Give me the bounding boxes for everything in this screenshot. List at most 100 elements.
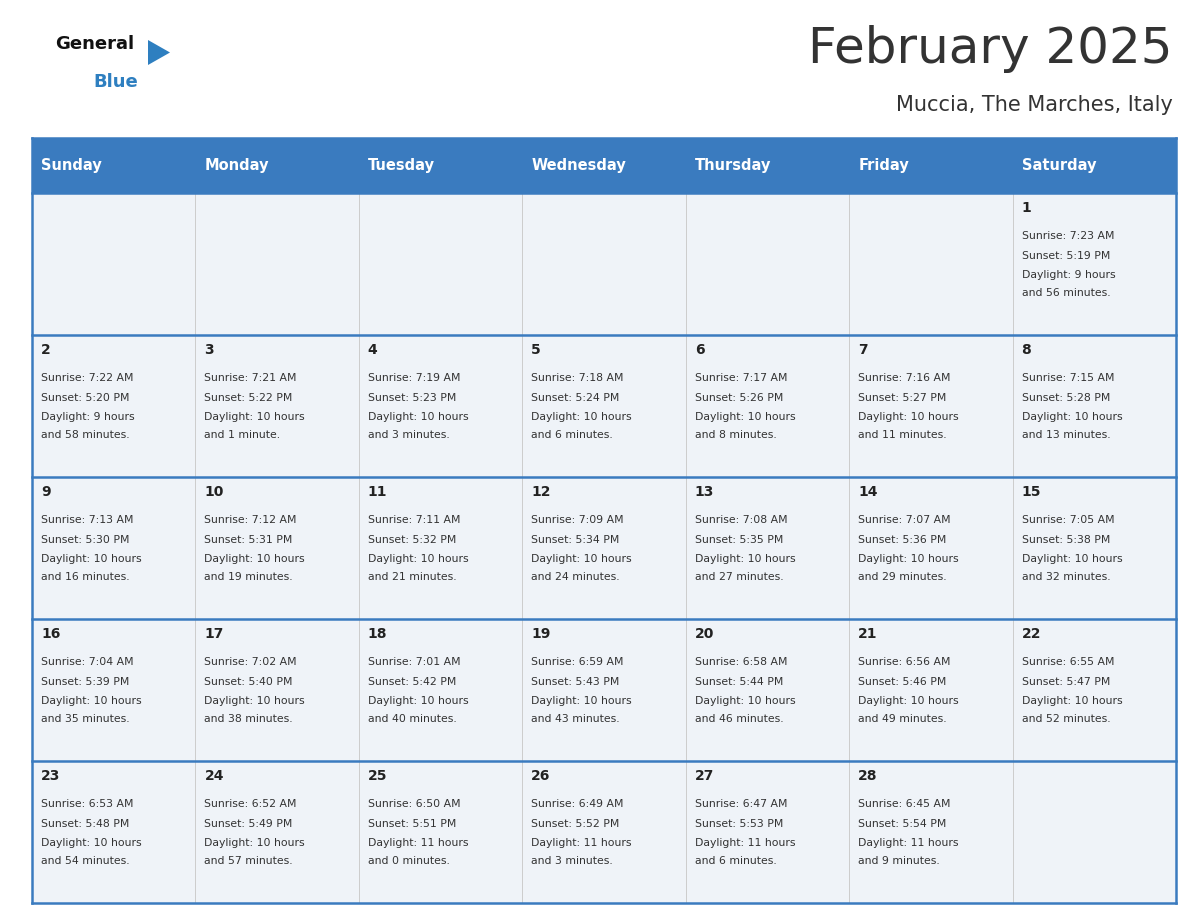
Text: Sunrise: 7:23 AM: Sunrise: 7:23 AM: [1022, 231, 1114, 241]
Text: Daylight: 10 hours: Daylight: 10 hours: [858, 554, 959, 564]
Text: 7: 7: [858, 343, 867, 357]
Text: 4: 4: [368, 343, 378, 357]
Text: Monday: Monday: [204, 158, 268, 173]
Text: and 21 minutes.: and 21 minutes.: [368, 572, 456, 581]
Text: Sunset: 5:40 PM: Sunset: 5:40 PM: [204, 677, 293, 687]
Bar: [32, 193, 196, 335]
Text: Daylight: 10 hours: Daylight: 10 hours: [1022, 412, 1123, 422]
Text: 9: 9: [42, 485, 51, 499]
Bar: [196, 619, 359, 761]
Text: and 19 minutes.: and 19 minutes.: [204, 572, 293, 581]
Bar: [685, 335, 849, 477]
Text: 23: 23: [42, 769, 61, 783]
Text: Muccia, The Marches, Italy: Muccia, The Marches, Italy: [896, 95, 1173, 115]
Text: Sunset: 5:54 PM: Sunset: 5:54 PM: [858, 819, 947, 829]
Text: and 58 minutes.: and 58 minutes.: [42, 430, 129, 440]
Text: Sunset: 5:34 PM: Sunset: 5:34 PM: [531, 534, 620, 544]
Text: Sunset: 5:42 PM: Sunset: 5:42 PM: [368, 677, 456, 687]
Text: Daylight: 10 hours: Daylight: 10 hours: [858, 412, 959, 422]
Text: Daylight: 10 hours: Daylight: 10 hours: [531, 412, 632, 422]
Text: Sunset: 5:24 PM: Sunset: 5:24 PM: [531, 393, 620, 403]
Text: and 40 minutes.: and 40 minutes.: [368, 713, 456, 723]
Bar: [685, 761, 849, 903]
Bar: [1012, 619, 1176, 761]
Bar: [359, 619, 523, 761]
Text: Daylight: 11 hours: Daylight: 11 hours: [531, 838, 632, 848]
Text: General: General: [55, 35, 134, 53]
Text: Sunset: 5:53 PM: Sunset: 5:53 PM: [695, 819, 783, 829]
Text: Sunset: 5:30 PM: Sunset: 5:30 PM: [42, 534, 129, 544]
Text: Sunset: 5:48 PM: Sunset: 5:48 PM: [42, 819, 129, 829]
Text: Sunrise: 7:17 AM: Sunrise: 7:17 AM: [695, 373, 788, 383]
Text: 8: 8: [1022, 343, 1031, 357]
Bar: [1012, 193, 1176, 335]
Text: 24: 24: [204, 769, 223, 783]
Bar: [32, 619, 196, 761]
Text: Sunrise: 6:47 AM: Sunrise: 6:47 AM: [695, 799, 788, 809]
Text: Daylight: 10 hours: Daylight: 10 hours: [204, 696, 305, 706]
Bar: [849, 761, 1012, 903]
Bar: [196, 193, 359, 335]
Text: Sunset: 5:44 PM: Sunset: 5:44 PM: [695, 677, 783, 687]
Bar: [32, 761, 196, 903]
Bar: [359, 138, 523, 193]
Bar: [1012, 138, 1176, 193]
Text: Sunset: 5:27 PM: Sunset: 5:27 PM: [858, 393, 947, 403]
Text: Daylight: 10 hours: Daylight: 10 hours: [204, 412, 305, 422]
Text: 1: 1: [1022, 201, 1031, 215]
Text: Sunset: 5:49 PM: Sunset: 5:49 PM: [204, 819, 292, 829]
Text: 17: 17: [204, 627, 223, 641]
Bar: [196, 761, 359, 903]
Text: Sunday: Sunday: [42, 158, 102, 173]
Text: and 6 minutes.: and 6 minutes.: [531, 430, 613, 440]
Text: 2: 2: [42, 343, 51, 357]
Text: Sunrise: 7:15 AM: Sunrise: 7:15 AM: [1022, 373, 1114, 383]
Text: Daylight: 9 hours: Daylight: 9 hours: [42, 412, 134, 422]
Text: February 2025: February 2025: [809, 25, 1173, 73]
Bar: [849, 335, 1012, 477]
Text: Daylight: 10 hours: Daylight: 10 hours: [531, 554, 632, 564]
Text: and 54 minutes.: and 54 minutes.: [42, 856, 129, 866]
Text: Daylight: 10 hours: Daylight: 10 hours: [42, 838, 141, 848]
Text: Sunrise: 6:53 AM: Sunrise: 6:53 AM: [42, 799, 133, 809]
Bar: [523, 138, 685, 193]
Bar: [685, 477, 849, 619]
Text: Tuesday: Tuesday: [368, 158, 435, 173]
Text: Sunrise: 7:19 AM: Sunrise: 7:19 AM: [368, 373, 461, 383]
Text: 10: 10: [204, 485, 223, 499]
Text: Daylight: 10 hours: Daylight: 10 hours: [531, 696, 632, 706]
Bar: [1012, 761, 1176, 903]
Text: 22: 22: [1022, 627, 1041, 641]
Bar: [523, 619, 685, 761]
Text: Sunrise: 7:12 AM: Sunrise: 7:12 AM: [204, 515, 297, 525]
Text: Daylight: 10 hours: Daylight: 10 hours: [204, 554, 305, 564]
Text: 21: 21: [858, 627, 878, 641]
Text: Daylight: 9 hours: Daylight: 9 hours: [1022, 270, 1116, 280]
Text: Sunset: 5:20 PM: Sunset: 5:20 PM: [42, 393, 129, 403]
Text: and 35 minutes.: and 35 minutes.: [42, 713, 129, 723]
Text: Sunset: 5:36 PM: Sunset: 5:36 PM: [858, 534, 947, 544]
Text: Sunrise: 7:09 AM: Sunrise: 7:09 AM: [531, 515, 624, 525]
Text: Saturday: Saturday: [1022, 158, 1097, 173]
Text: Daylight: 10 hours: Daylight: 10 hours: [368, 554, 468, 564]
Text: Sunrise: 6:59 AM: Sunrise: 6:59 AM: [531, 657, 624, 667]
Bar: [1012, 477, 1176, 619]
Bar: [32, 138, 196, 193]
Bar: [32, 477, 196, 619]
Bar: [523, 761, 685, 903]
Bar: [685, 138, 849, 193]
Text: Thursday: Thursday: [695, 158, 771, 173]
Text: Daylight: 10 hours: Daylight: 10 hours: [204, 838, 305, 848]
Text: Sunset: 5:46 PM: Sunset: 5:46 PM: [858, 677, 947, 687]
Text: Daylight: 11 hours: Daylight: 11 hours: [695, 838, 795, 848]
Text: and 16 minutes.: and 16 minutes.: [42, 572, 129, 581]
Text: Sunset: 5:19 PM: Sunset: 5:19 PM: [1022, 251, 1110, 261]
Text: 20: 20: [695, 627, 714, 641]
Bar: [685, 619, 849, 761]
Text: Sunset: 5:52 PM: Sunset: 5:52 PM: [531, 819, 620, 829]
Bar: [1012, 335, 1176, 477]
Bar: [196, 138, 359, 193]
Text: Sunset: 5:31 PM: Sunset: 5:31 PM: [204, 534, 292, 544]
Text: Sunrise: 6:55 AM: Sunrise: 6:55 AM: [1022, 657, 1114, 667]
Text: Sunrise: 7:18 AM: Sunrise: 7:18 AM: [531, 373, 624, 383]
